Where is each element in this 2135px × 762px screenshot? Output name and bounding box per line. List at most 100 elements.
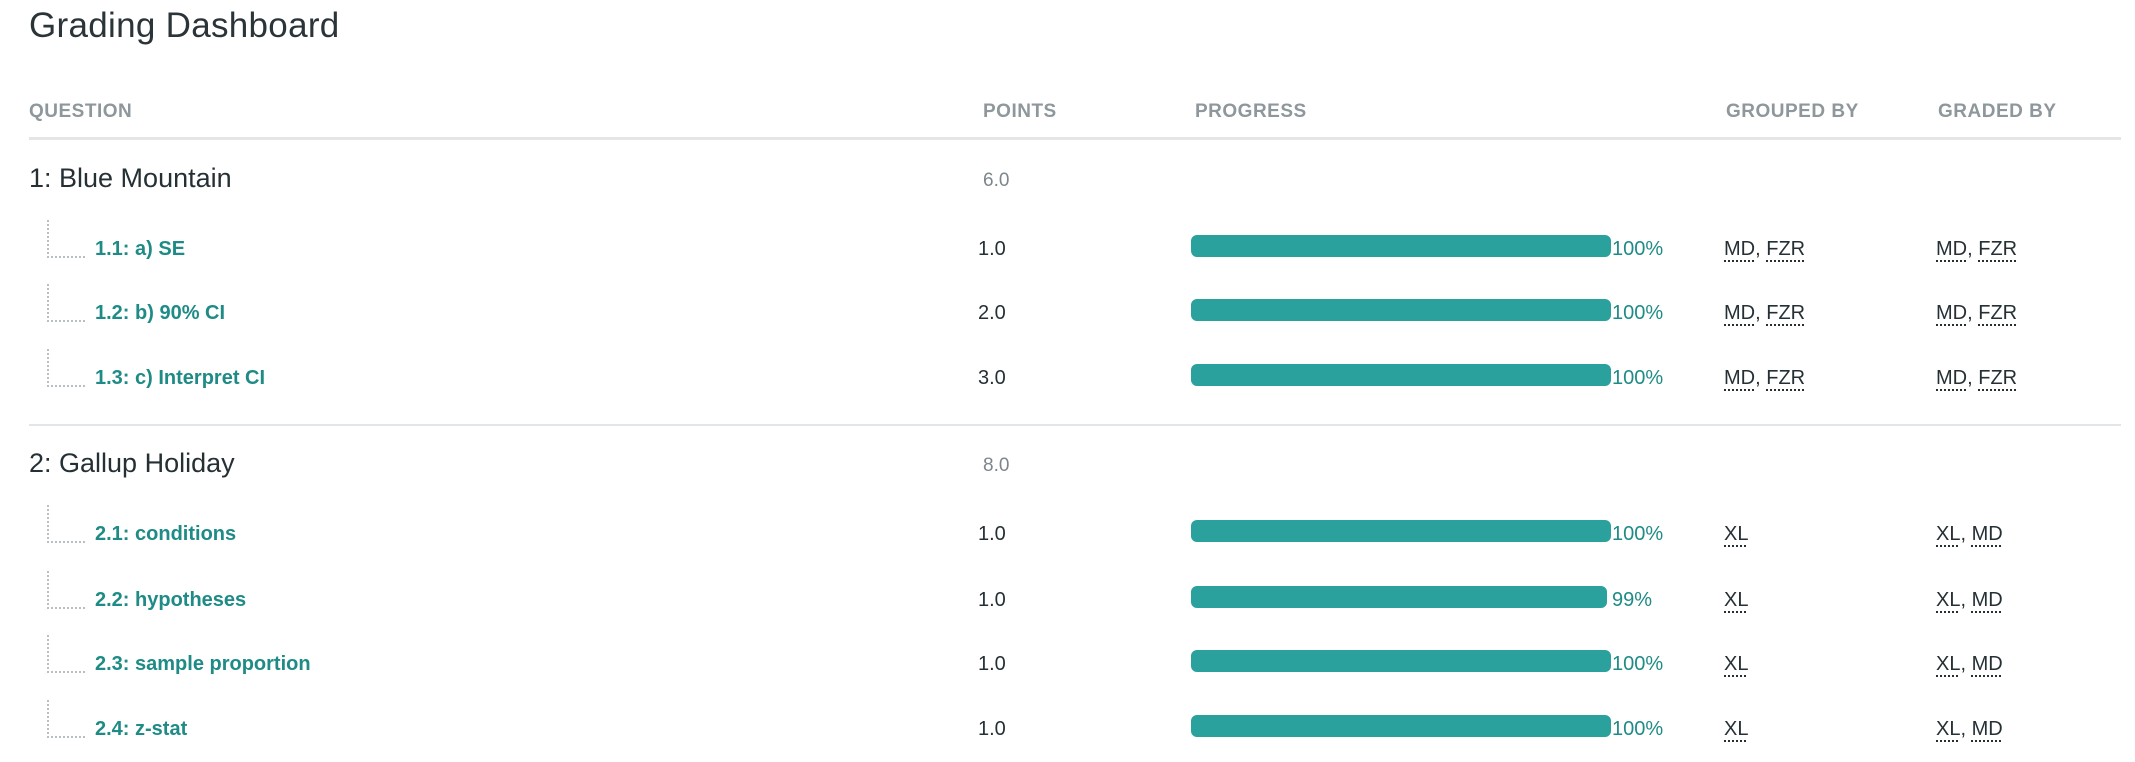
tree-connector: [47, 349, 85, 387]
graded-by-initials[interactable]: XL: [1936, 653, 1961, 675]
graded-by-cell: MD, FZR: [1936, 238, 2018, 260]
grouped-by-cell: XL: [1724, 589, 1748, 612]
question-row: 2.2: hypotheses 1.0 99% XL XL, MD: [29, 571, 2121, 629]
progress-bar: [1191, 299, 1611, 321]
grouped-by-cell: MD, FZR: [1724, 367, 1806, 389]
graded-by-initials[interactable]: MD: [1971, 653, 2003, 675]
grouped-by-initials[interactable]: MD: [1724, 302, 1756, 324]
column-header-question: QUESTION: [29, 101, 133, 122]
question-points: 1.0: [978, 238, 1006, 260]
progress-bar: [1191, 586, 1611, 608]
progress-bar: [1191, 520, 1611, 542]
column-header-grouped-by: GROUPED BY: [1726, 101, 1859, 122]
question-row: 1.2: b) 90% CI 2.0 100% MD, FZR MD, FZR: [29, 284, 2121, 342]
progress-bar-fill: [1191, 715, 1611, 737]
graded-by-cell: XL, MD: [1936, 589, 2003, 611]
grouped-by-initials[interactable]: FZR: [1766, 238, 1806, 260]
question-link[interactable]: 1.1: a) SE: [95, 238, 186, 260]
graded-by-cell: XL, MD: [1936, 523, 2003, 545]
graded-by-initials[interactable]: FZR: [1978, 238, 2018, 260]
grouped-by-initials[interactable]: XL: [1724, 523, 1749, 545]
grouped-by-cell: MD, FZR: [1724, 238, 1806, 260]
progress-percent: 100%: [1612, 718, 1664, 740]
graded-by-initials[interactable]: MD: [1971, 718, 2003, 740]
question-points: 1.0: [978, 523, 1006, 545]
tree-connector: [47, 700, 85, 738]
progress-percent: 99%: [1612, 589, 1653, 611]
graded-by-initials[interactable]: MD: [1936, 367, 1968, 389]
progress-percent: 100%: [1612, 367, 1664, 389]
question-points: 3.0: [978, 367, 1006, 389]
graded-by-initials[interactable]: FZR: [1978, 302, 2018, 324]
graded-by-cell: XL, MD: [1936, 653, 2003, 675]
question-link[interactable]: 2.4: z-stat: [95, 718, 188, 740]
graded-by-cell: MD, FZR: [1936, 367, 2018, 389]
question-link[interactable]: 1.3: c) Interpret CI: [95, 367, 266, 389]
grouped-by-initials[interactable]: MD: [1724, 238, 1756, 260]
graded-by-initials[interactable]: XL: [1936, 589, 1961, 611]
grouped-by-initials[interactable]: FZR: [1766, 302, 1806, 324]
grouped-by-initials[interactable]: XL: [1724, 589, 1749, 611]
column-header-graded-by: GRADED BY: [1938, 101, 2057, 122]
grouped-by-cell: MD, FZR: [1724, 302, 1806, 324]
progress-bar-fill: [1191, 650, 1611, 672]
grouped-by-cell: XL: [1724, 718, 1748, 741]
question-link[interactable]: 2.1: conditions: [95, 523, 237, 545]
grouped-by-cell: XL: [1724, 523, 1748, 546]
question-row: 1.3: c) Interpret CI 3.0 100% MD, FZR MD, FZ…: [29, 349, 2121, 407]
progress-bar-fill: [1191, 235, 1611, 257]
question-points: 2.0: [978, 302, 1006, 324]
question-group-points: 6.0: [983, 170, 1010, 191]
question-points: 1.0: [978, 653, 1006, 675]
question-link[interactable]: 1.2: b) 90% CI: [95, 302, 226, 324]
progress-bar: [1191, 715, 1611, 737]
question-row: 1.1: a) SE 1.0 100% MD, FZR MD, FZR: [29, 220, 2121, 278]
column-header-progress: PROGRESS: [1195, 101, 1307, 122]
progress-bar-fill: [1191, 586, 1607, 608]
question-link[interactable]: 2.2: hypotheses: [95, 589, 247, 611]
table-header: QUESTION POINTS PROGRESS GROUPED BY GRAD…: [29, 97, 2121, 140]
tree-connector: [47, 505, 85, 543]
graded-by-initials[interactable]: FZR: [1978, 367, 2018, 389]
grouped-by-cell: XL: [1724, 653, 1748, 676]
tree-connector: [47, 635, 85, 673]
progress-bar: [1191, 364, 1611, 386]
grouped-by-initials[interactable]: XL: [1724, 653, 1749, 675]
question-group-title: 2: Gallup Holiday: [29, 448, 235, 478]
graded-by-initials[interactable]: MD: [1971, 523, 2003, 545]
column-header-points: POINTS: [983, 101, 1057, 122]
question-row: 2.3: sample proportion 1.0 100% XL XL, MD: [29, 635, 2121, 693]
graded-by-initials[interactable]: MD: [1971, 589, 2003, 611]
page-title: Grading Dashboard: [29, 6, 340, 45]
question-points: 1.0: [978, 589, 1006, 611]
question-group-points: 8.0: [983, 455, 1010, 476]
question-points: 1.0: [978, 718, 1006, 740]
progress-bar-fill: [1191, 364, 1611, 386]
progress-bar: [1191, 650, 1611, 672]
section-divider: [29, 424, 2121, 426]
question-row: 2.1: conditions 1.0 100% XL XL, MD: [29, 505, 2121, 563]
progress-bar-fill: [1191, 299, 1611, 321]
tree-connector: [47, 284, 85, 322]
progress-bar-fill: [1191, 520, 1611, 542]
grouped-by-initials[interactable]: FZR: [1766, 367, 1806, 389]
question-row: 2.4: z-stat 1.0 100% XL XL, MD: [29, 700, 2121, 758]
graded-by-initials[interactable]: XL: [1936, 718, 1961, 740]
graded-by-initials[interactable]: MD: [1936, 302, 1968, 324]
graded-by-initials[interactable]: XL: [1936, 523, 1961, 545]
tree-connector: [47, 571, 85, 609]
progress-bar: [1191, 235, 1611, 257]
progress-percent: 100%: [1612, 653, 1664, 675]
progress-percent: 100%: [1612, 523, 1664, 545]
grouped-by-initials[interactable]: MD: [1724, 367, 1756, 389]
tree-connector: [47, 220, 85, 258]
progress-percent: 100%: [1612, 302, 1664, 324]
progress-percent: 100%: [1612, 238, 1664, 260]
graded-by-cell: XL, MD: [1936, 718, 2003, 740]
graded-by-initials[interactable]: MD: [1936, 238, 1968, 260]
grouped-by-initials[interactable]: XL: [1724, 718, 1749, 740]
graded-by-cell: MD, FZR: [1936, 302, 2018, 324]
question-link[interactable]: 2.3: sample proportion: [95, 653, 311, 675]
question-group-title: 1: Blue Mountain: [29, 163, 232, 193]
